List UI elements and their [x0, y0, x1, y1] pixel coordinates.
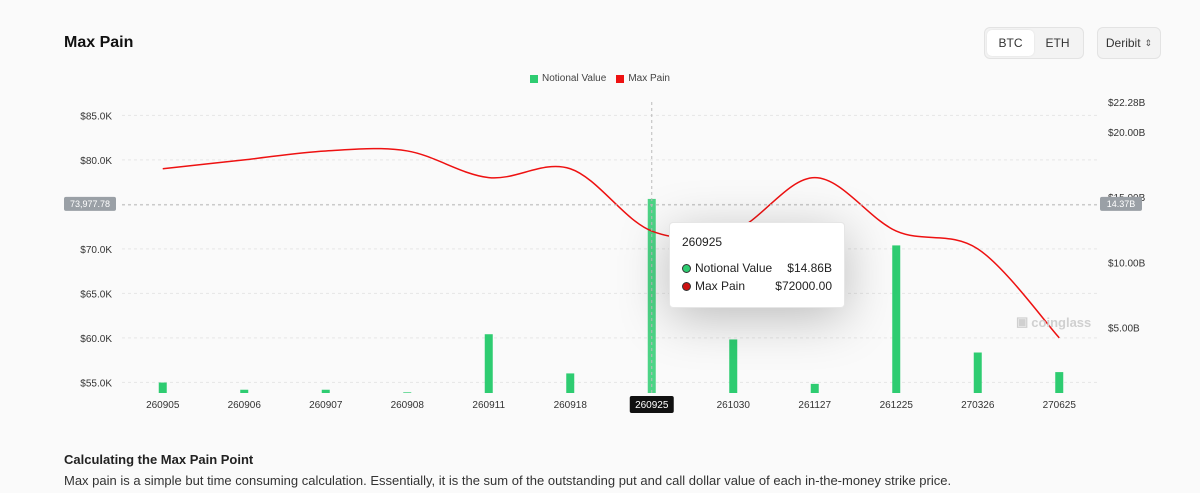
x-tick-label: 260906 — [228, 400, 262, 411]
legend-item-notional[interactable]: Notional Value — [530, 73, 606, 84]
coinglass-logo-icon: ▣ — [1016, 314, 1029, 329]
watermark-text: coinglass — [1031, 314, 1092, 330]
tab-eth[interactable]: ETH — [1045, 36, 1070, 50]
x-tick-label: 260908 — [391, 400, 425, 411]
legend-item-maxpain[interactable]: Max Pain — [616, 73, 670, 84]
y-left-tick-label: $85.0K — [80, 111, 112, 122]
y-left-tick-label: $55.0K — [80, 378, 112, 389]
y-left-tick-label: $65.0K — [80, 289, 112, 300]
crosshair-left-badge — [64, 196, 116, 211]
y-right-tick-label: $22.28B — [1108, 98, 1146, 109]
bar[interactable] — [158, 382, 167, 393]
tooltip-row: Notional Value $14.86B — [682, 259, 832, 277]
crosshair-left-label: 73,977.78 — [70, 199, 110, 209]
bar[interactable] — [240, 389, 249, 393]
x-tick-label: 270326 — [961, 400, 995, 411]
tooltip-row: Max Pain $72000.00 — [682, 277, 832, 295]
bar[interactable] — [484, 334, 493, 393]
tooltip-dot-notional — [682, 263, 691, 273]
tooltip-value: $14.86B — [787, 261, 832, 275]
chart-legend: Notional Value Max Pain — [0, 73, 1200, 84]
watermark: ▣ coinglass — [1016, 314, 1091, 330]
x-tick-label: 261030 — [717, 400, 751, 411]
y-left-tick-label: $70.0K — [80, 245, 112, 256]
sort-chevron-icon: ⇕ — [1144, 37, 1153, 48]
x-tick-label: 261225 — [880, 400, 914, 411]
description-title: Calculating the Max Pain Point — [64, 452, 254, 467]
crosshair-right-label: 14.37B — [1107, 199, 1136, 209]
x-tick-label: 260905 — [146, 400, 180, 411]
tooltip-label: Max Pain — [695, 279, 746, 293]
tooltip-label: Notional Value — [695, 261, 773, 275]
x-tick-label: 260925 — [635, 400, 669, 411]
exchange-label: Deribit — [1105, 36, 1141, 50]
coin-selector: BTC ETH — [984, 27, 1084, 59]
y-right-tick-label: $5.00B — [1108, 324, 1140, 335]
bar[interactable] — [1055, 372, 1064, 393]
legend-label-maxpain: Max Pain — [628, 73, 670, 84]
page-title: Max Pain — [64, 34, 134, 51]
x-tick-label: 261127 — [798, 400, 831, 411]
bar[interactable] — [892, 245, 901, 393]
legend-swatch-maxpain — [616, 74, 625, 83]
y-left-tick-label: $80.0K — [80, 156, 112, 167]
crosshair-right-badge — [1100, 196, 1142, 211]
bar[interactable] — [729, 339, 738, 393]
x-tick-label: 260907 — [309, 400, 343, 411]
y-right-tick-label: $10.00B — [1108, 258, 1146, 269]
x-tick-label: 260918 — [554, 400, 588, 411]
legend-label-notional: Notional Value — [542, 73, 607, 84]
bar[interactable] — [810, 383, 819, 393]
max-pain-chart[interactable]: $85.0K$80.0K$75.0K$70.0K$65.0K$60.0K$55.… — [0, 0, 1200, 440]
bar[interactable] — [321, 389, 330, 393]
x-tick-label: 260911 — [472, 400, 505, 411]
y-right-tick-label: $20.00B — [1108, 128, 1146, 139]
x-active-badge — [629, 396, 674, 413]
tooltip-title: 260925 — [682, 235, 723, 249]
tooltip-value: $72000.00 — [775, 279, 832, 293]
y-left-tick-label: $60.0K — [80, 334, 112, 345]
bar[interactable] — [973, 352, 982, 393]
chart-tooltip: 260925 Notional Value $14.86B Max Pain $… — [669, 222, 845, 308]
legend-swatch-notional — [530, 74, 538, 83]
bar[interactable] — [403, 392, 412, 393]
bar[interactable] — [566, 373, 575, 393]
exchange-dropdown[interactable]: Deribit ⇕ — [1097, 27, 1161, 59]
tab-btc[interactable]: BTC — [987, 30, 1034, 56]
tooltip-dot-maxpain — [682, 281, 691, 291]
description-text: Max pain is a simple but time consuming … — [64, 473, 952, 488]
max-pain-line — [162, 147, 1060, 339]
x-tick-label: 270625 — [1043, 400, 1077, 411]
